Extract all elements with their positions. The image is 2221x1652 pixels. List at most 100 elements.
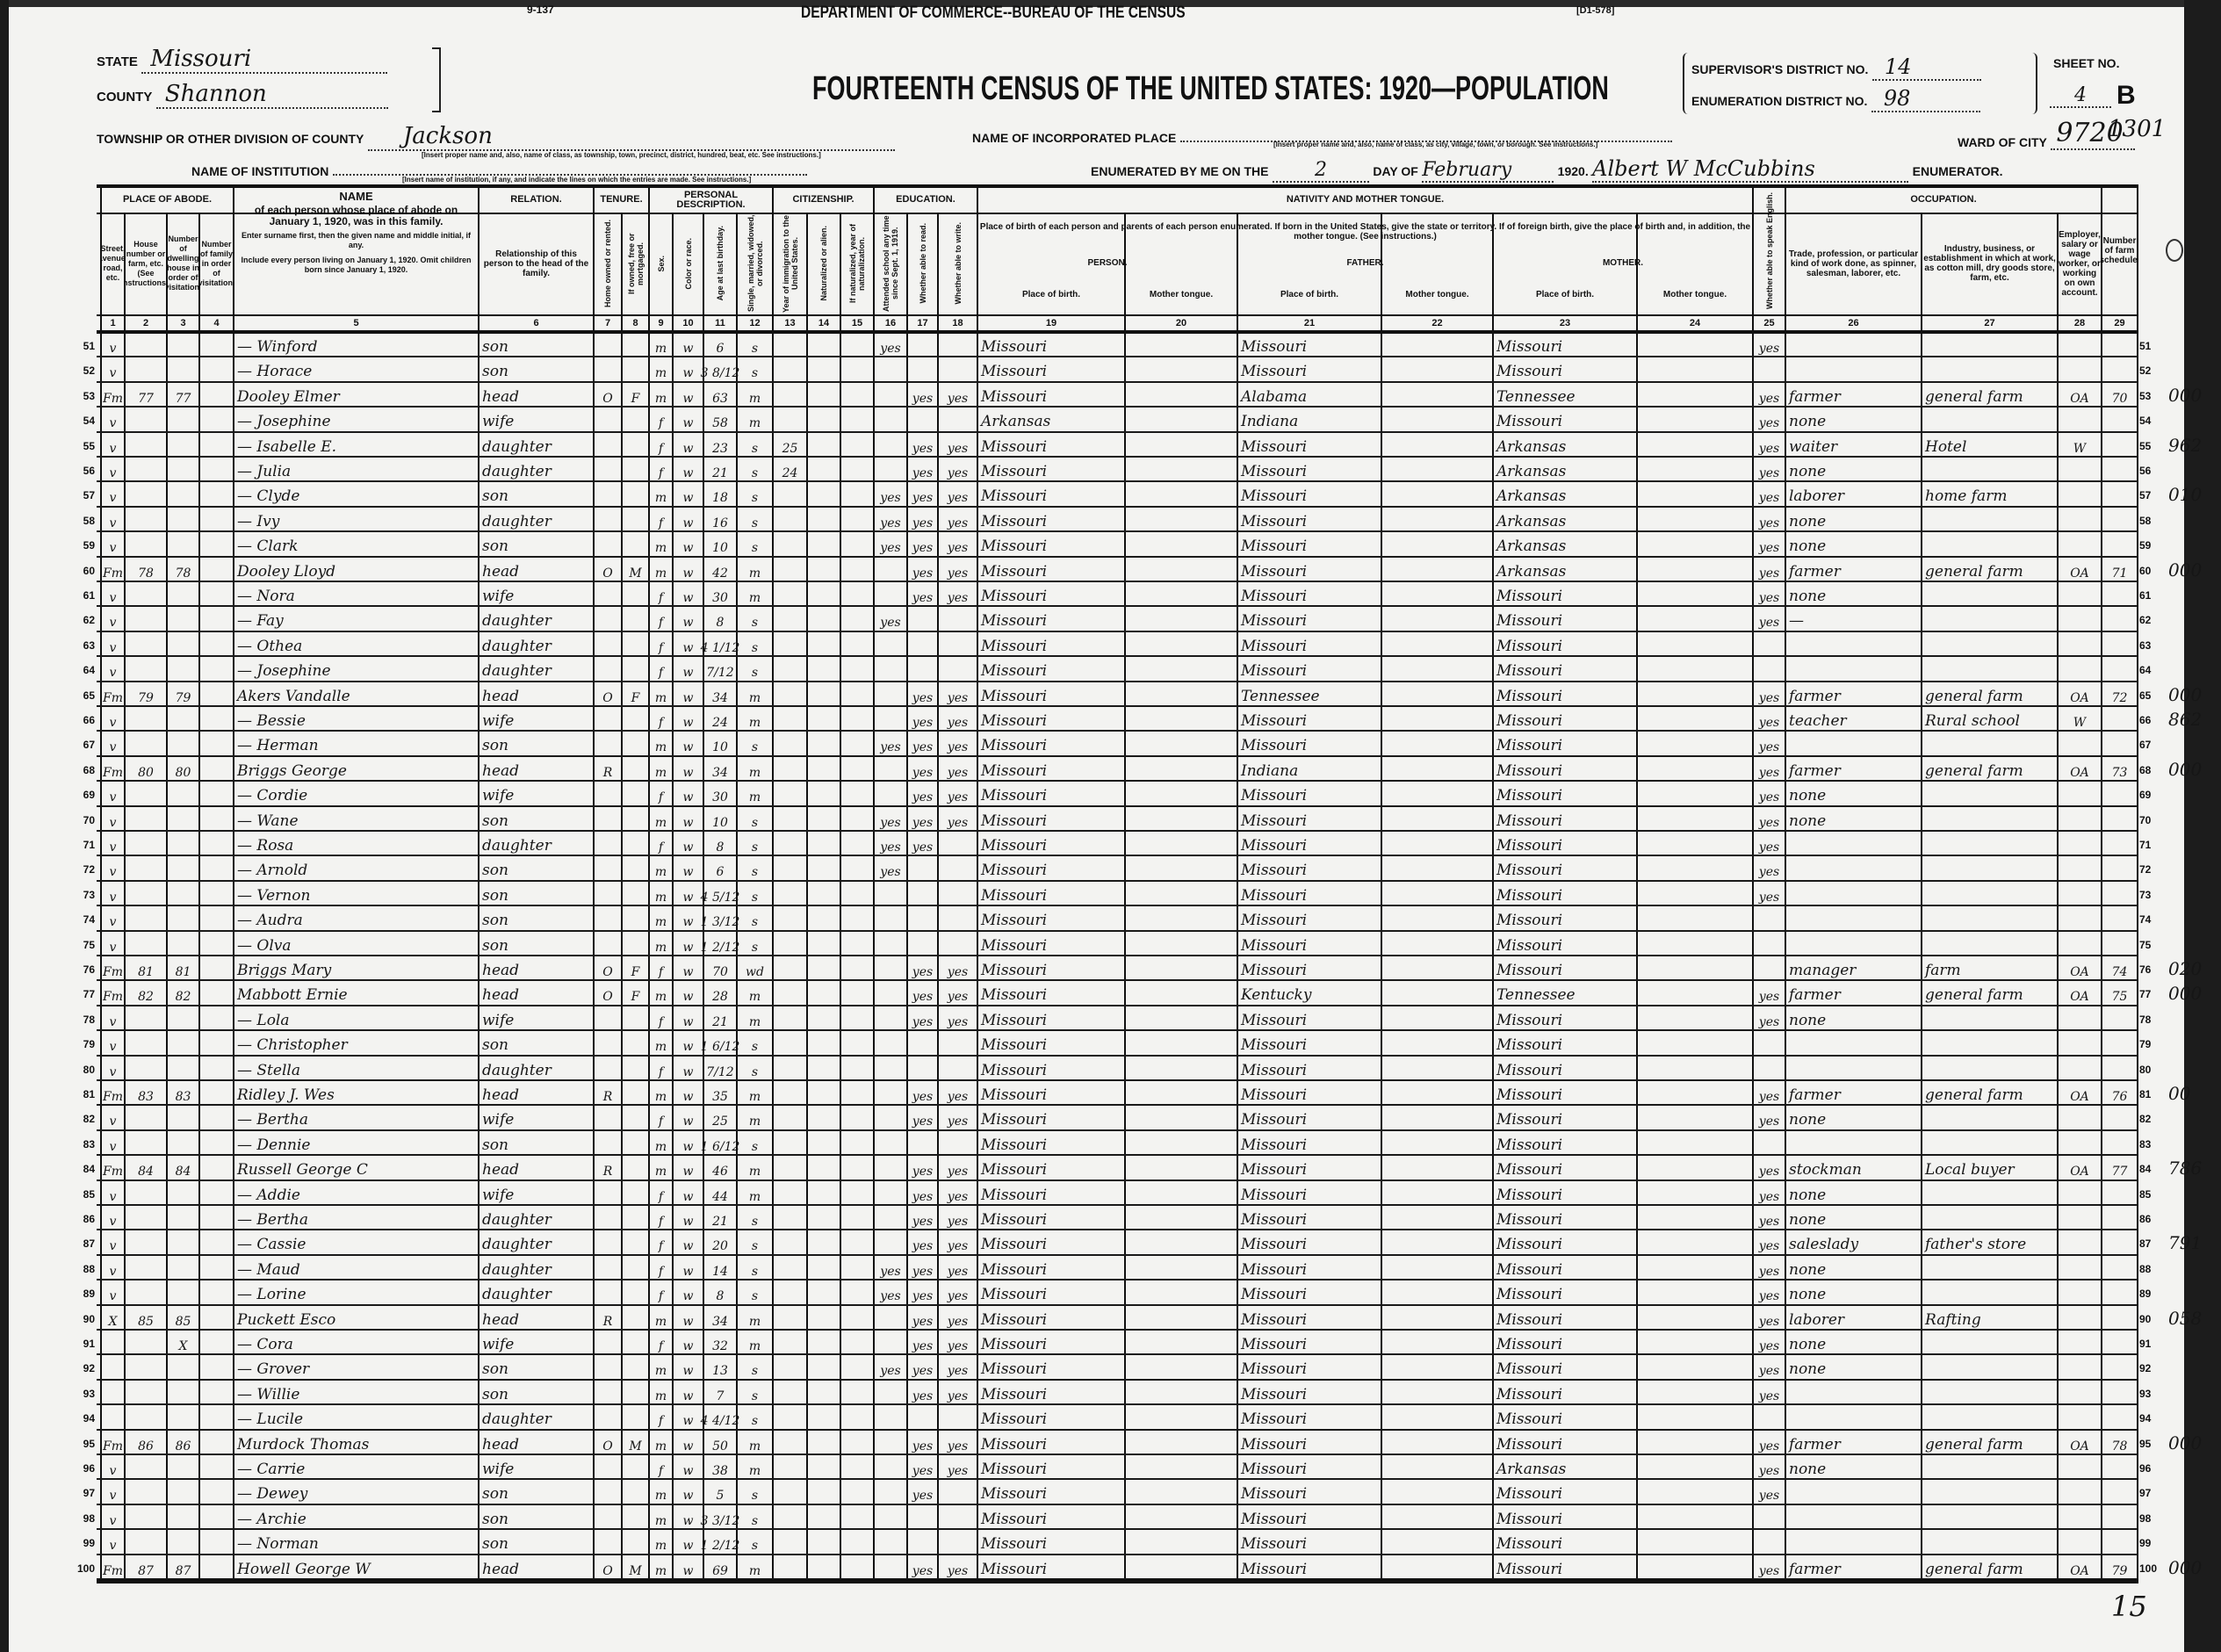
enumerated-label: ENUMERATED BY ME ON THE: [1091, 164, 1269, 178]
table-row: 55 55 v — Isabelle E. daughter f w 23 s 25 yes yes M…: [0, 433, 2221, 458]
cell-sex: m: [654, 342, 667, 356]
row-rule: [97, 1303, 2138, 1306]
cell-birth: Missouri: [981, 562, 1048, 581]
page-number: 15: [2111, 1590, 2147, 1623]
cell-birth: Missouri: [981, 1360, 1048, 1379]
cell-read: yes: [912, 1239, 934, 1254]
cell-birth-father: Missouri: [1241, 1260, 1308, 1279]
cell-birth-father: Missouri: [1241, 1510, 1308, 1528]
cell-color: w: [682, 915, 694, 930]
cell-age: 7: [716, 1389, 725, 1403]
row-rule: [97, 855, 2138, 857]
cell-color: w: [682, 1239, 694, 1254]
cell-birth: Missouri: [981, 1485, 1048, 1504]
cell-mortgage: M: [629, 1563, 642, 1578]
cell-color: w: [682, 441, 694, 456]
cell-occupation: saleslady: [1789, 1236, 1859, 1254]
cell-color: w: [682, 990, 694, 1005]
cell-age: 6: [716, 342, 725, 356]
header-relation-desc: Relationship of this person to the head …: [480, 213, 595, 314]
table-row: 91 91 X — Cora wife f w 32 m yes yes Missouri Missou…: [0, 1331, 2221, 1356]
cell-read: yes: [912, 1014, 934, 1029]
cell-birth-father: Missouri: [1241, 1186, 1308, 1204]
cell-read: yes: [912, 391, 934, 406]
cell-relation: wife: [482, 1111, 515, 1129]
cell-color: w: [682, 1539, 694, 1554]
cell-marital: s: [751, 815, 759, 830]
cell-birth-mother: Arkansas: [1496, 512, 1567, 530]
header-name-line: of each person whose place of abode on J…: [254, 204, 458, 227]
cell-english: yes: [1758, 1165, 1780, 1179]
day-of-label: DAY OF: [1373, 164, 1418, 178]
cell-name: — Lorine: [237, 1286, 306, 1304]
cell-relation: wife: [482, 1011, 515, 1029]
header-place-of_birth-text: Place of birth.: [1021, 289, 1081, 299]
line-number-right: 74: [2139, 913, 2152, 927]
cell-relation: head: [482, 1310, 520, 1329]
cell-birth: Missouri: [981, 712, 1048, 730]
cell-age: 34: [712, 690, 728, 705]
line-number-left: 90: [83, 1312, 95, 1325]
cell-dwelling: 78: [175, 566, 191, 581]
supervisor-district-value: 14: [1871, 54, 1981, 81]
column-divider: [873, 213, 875, 1580]
cell-write: yes: [947, 541, 969, 556]
cell-birth-father: Missouri: [1241, 487, 1308, 506]
cell-marital: wd: [746, 965, 764, 979]
line-number-right: 83: [2139, 1137, 2152, 1151]
line-number-left: 62: [83, 614, 95, 627]
cell-sex: f: [658, 1464, 664, 1478]
cell-street: v: [109, 716, 117, 730]
line-number-left: 98: [83, 1511, 95, 1525]
row-rule: [97, 829, 2138, 832]
line-number-right: 75: [2139, 938, 2152, 951]
cell-name: — Clark: [237, 537, 299, 556]
cell-write: yes: [947, 1314, 969, 1329]
header-col-number-text: 12: [749, 318, 761, 328]
cell-name: — Carrie: [237, 1461, 306, 1478]
cell-home: R: [602, 1165, 613, 1179]
county-label: COUNTY: [97, 90, 153, 105]
cell-street: v: [109, 441, 117, 456]
cell-color: w: [682, 740, 694, 755]
sheet-side: B: [2116, 81, 2136, 110]
cell-home: O: [602, 1563, 613, 1578]
cell-birth: Missouri: [981, 886, 1048, 905]
header-education-text: EDUCATION.: [896, 194, 955, 205]
line-number-right: 91: [2139, 1338, 2152, 1350]
table-row: 63 63 v — Othea daughter f w 4 1/12 s Missouri Mis…: [0, 632, 2221, 658]
cell-relation: son: [482, 363, 508, 381]
line-number-right: 61: [2139, 589, 2152, 602]
cell-street: v: [109, 342, 117, 356]
cell-birth-mother: Missouri: [1496, 936, 1563, 955]
cell-english: yes: [1758, 1264, 1780, 1279]
cell-age: 4 4/12: [700, 1414, 740, 1429]
cell-color: w: [682, 1563, 694, 1578]
cell-name: — Grover: [237, 1360, 310, 1379]
cell-read: yes: [912, 1115, 934, 1129]
column-divider: [2137, 213, 2138, 1580]
header-mother-tongue-text: Mother tongue.: [1405, 289, 1469, 299]
line-number-left: 99: [83, 1537, 95, 1550]
cell-immig: 24: [782, 466, 798, 480]
header-mother-tongue: Mother tongue.: [1382, 274, 1494, 314]
line-number-left: 77: [83, 988, 95, 1001]
header-col-number-text: 21: [1303, 318, 1316, 328]
department-heading: DEPARTMENT OF COMMERCE--BUREAU OF THE CE…: [801, 4, 1186, 22]
cell-name: Howell George W: [237, 1560, 371, 1578]
cell-relation: daughter: [482, 612, 552, 631]
cell-age: 1 2/12: [700, 1539, 740, 1554]
rule-line: [97, 213, 2138, 214]
cell-write: yes: [947, 1189, 969, 1204]
line-number-left: 100: [76, 1562, 95, 1575]
line-number-right: 59: [2139, 539, 2152, 552]
cell-sex: f: [658, 616, 664, 631]
cell-occupation: farmer: [1789, 387, 1841, 406]
header-father: FATHER.: [1238, 251, 1494, 274]
punch-hole: [2166, 239, 2183, 262]
cell-farm: 73: [2111, 765, 2128, 780]
cell-home: O: [602, 566, 613, 581]
cell-house: 83: [138, 1090, 154, 1104]
cell-birth-mother: Missouri: [1496, 862, 1563, 880]
